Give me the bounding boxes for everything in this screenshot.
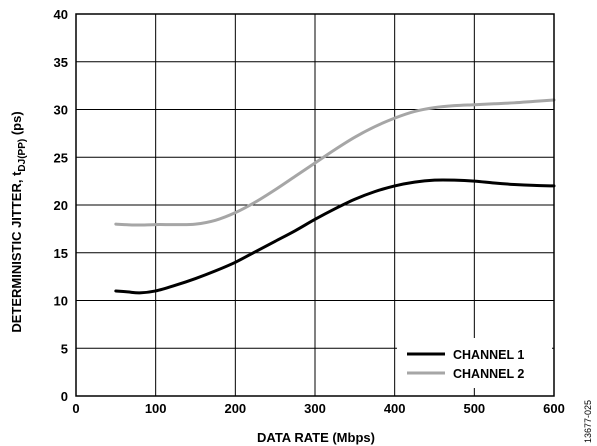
y-tick-label: 35 <box>54 55 68 70</box>
x-tick-label: 300 <box>304 401 326 416</box>
y-axis-title-unit: (ps) <box>9 111 24 138</box>
y-axis-title: DETERMINISTIC JITTER, tDJ(PP) (ps) <box>9 111 28 332</box>
y-tick-label: 40 <box>54 7 68 22</box>
x-tick-label: 600 <box>543 401 565 416</box>
x-tick-label: 200 <box>224 401 246 416</box>
x-tick-labels: 0 100 200 300 400 500 600 <box>72 401 564 416</box>
plot-frame <box>75 13 555 397</box>
figure-id: 13677-025 <box>583 400 593 443</box>
y-tick-labels: 0 5 10 15 20 25 30 35 40 <box>54 7 68 404</box>
x-tick-label: 0 <box>72 401 79 416</box>
y-tick-label: 25 <box>54 150 68 165</box>
legend-label-channel-2: CHANNEL 2 <box>453 367 524 381</box>
x-tick-label: 100 <box>145 401 167 416</box>
legend: CHANNEL 1 CHANNEL 2 <box>397 338 552 388</box>
y-tick-label: 10 <box>54 294 68 309</box>
legend-label-channel-1: CHANNEL 1 <box>453 348 524 362</box>
series-line-channel-2 <box>114 98 556 227</box>
y-axis-title-subscript: DJ(PP) <box>17 139 28 172</box>
series-line-channel-1 <box>114 178 556 295</box>
y-tick-label: 0 <box>61 389 68 404</box>
y-tick-label: 30 <box>54 103 68 118</box>
x-tick-label: 400 <box>384 401 406 416</box>
y-tick-label: 15 <box>54 246 68 261</box>
legend-box <box>397 338 552 388</box>
x-tick-label: 500 <box>463 401 485 416</box>
y-axis-title-main: DETERMINISTIC JITTER, t <box>9 171 24 333</box>
grid <box>76 14 554 396</box>
plot-lines <box>114 98 556 295</box>
y-tick-label: 5 <box>61 341 68 356</box>
x-axis-title: DATA RATE (Mbps) <box>257 430 375 445</box>
y-tick-label: 20 <box>54 198 68 213</box>
